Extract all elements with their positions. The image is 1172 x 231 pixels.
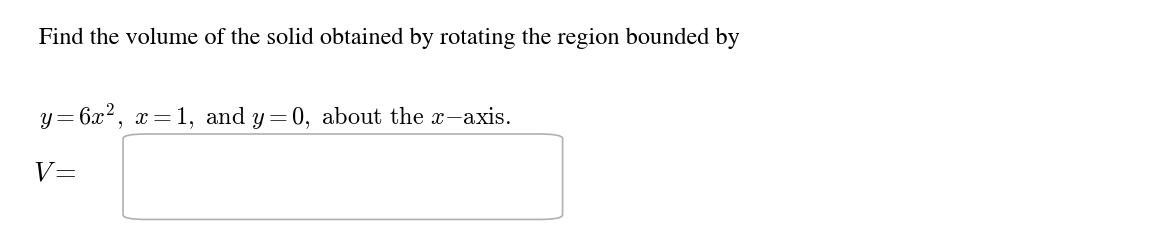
Text: $V =$: $V =$ [33, 162, 76, 187]
FancyBboxPatch shape [123, 134, 563, 219]
Text: $y = 6x^2,\ x = 1,\mathrm{\ and\ } y = 0,\mathrm{\ about\ the\ } x\mathrm{-axis.: $y = 6x^2,\ x = 1,\mathrm{\ and\ } y = 0… [39, 102, 511, 132]
Text: Find the volume of the solid obtained by rotating the region bounded by: Find the volume of the solid obtained by… [39, 28, 740, 49]
